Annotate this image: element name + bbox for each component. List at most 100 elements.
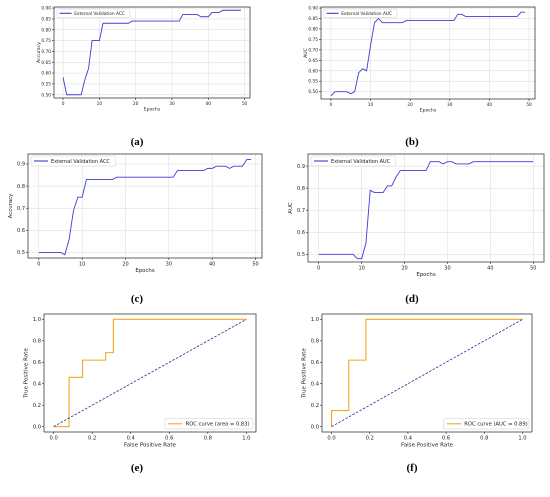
- x-tick-label: 50: [526, 102, 532, 108]
- x-tick-label: 50: [530, 266, 536, 272]
- chart-a-svg: 0 10 20 30 40 50 0.50 0.55 0.60 0.65 0.70 0.75 0.80 0…: [36, 6, 251, 112]
- y-tick-label: 0.7: [297, 208, 305, 214]
- plot-frame: [320, 6, 536, 100]
- x-tick-label: 1.0: [518, 436, 526, 442]
- x-tick-label: 0: [37, 262, 40, 268]
- y-tick-label: 0.9: [17, 162, 25, 168]
- x-tick-label: 0.0: [50, 436, 58, 442]
- y-axis-label: Accuracy: [8, 193, 14, 218]
- plot-frame: [307, 153, 545, 263]
- y-tick-label: 1.0: [311, 317, 319, 323]
- chart-panel-d: 0 10 20 30 40 50 0.5 0.6 0.7 0.8 0.9 Epochs AUC Exter…: [280, 150, 550, 280]
- roc-curve-line: [330, 318, 523, 427]
- chart-e-svg: 0.0 0.2 0.4 0.6 0.8 1.0 0.0 0.2 0.4 0.6 0.8 1.0 Fals…: [23, 313, 257, 448]
- caption-e: (e): [130, 462, 144, 474]
- y-axis-label: AUC: [288, 202, 294, 214]
- x-tick-label: 10: [97, 101, 103, 107]
- y-tick-label: 0.90: [41, 6, 51, 12]
- series-line: [318, 161, 534, 260]
- diagonal-reference-line: [53, 319, 247, 427]
- x-tick-label: 0.6: [165, 436, 173, 442]
- plot-frame: [53, 6, 251, 99]
- legend-label: External Validation AUC: [341, 11, 392, 17]
- series-line: [62, 9, 241, 96]
- legend-box: [323, 8, 398, 18]
- x-tick-label: 20: [133, 101, 139, 107]
- legend-box: [310, 155, 397, 167]
- x-axis-label: Epochs: [135, 268, 155, 274]
- legend-box: [443, 418, 530, 430]
- y-tick-label: 1.0: [33, 317, 41, 323]
- plot-frame: [321, 313, 533, 433]
- x-tick-label: 0.8: [204, 436, 212, 442]
- y-tick-label: 0.7: [17, 206, 25, 212]
- y-tick-label: 0.5: [297, 252, 305, 258]
- y-tick-label: 0.2: [33, 403, 41, 409]
- chart-c-svg: 0 10 20 30 40 50 0.5 0.6 0.7 0.8 0.9 Epochs Accuracy…: [8, 153, 263, 274]
- caption-c: (c): [130, 293, 144, 305]
- legend-label: External Validation ACC: [51, 159, 110, 165]
- y-tick-label: 0.90: [308, 6, 318, 12]
- x-tick-label: 10: [79, 262, 85, 268]
- x-axis-label: Epochs: [420, 107, 437, 113]
- chart-panel-e: 0.0 0.2 0.4 0.6 0.8 1.0 0.0 0.2 0.4 0.6 0.8 1.0 Fals…: [0, 308, 272, 452]
- chart-b-svg: 0 10 20 30 40 50 0.50 0.55 0.60 0.65 0.70 0.75 0.80 0…: [303, 6, 536, 113]
- y-tick-label: 0.70: [41, 49, 51, 55]
- y-tick-label: 0.65: [308, 58, 318, 64]
- chart-panel-a: 0 10 20 30 40 50 0.50 0.55 0.60 0.65 0.70 0.75 0.80 0…: [30, 4, 255, 116]
- legend-box: [164, 418, 254, 430]
- x-tick-label: 10: [358, 266, 364, 272]
- y-tick-label: 0.4: [311, 382, 320, 388]
- x-tick-label: 20: [407, 102, 413, 108]
- x-tick-label: 0: [330, 102, 333, 108]
- y-tick-label: 0.60: [41, 71, 51, 77]
- caption-f: (f): [406, 462, 418, 474]
- x-tick-label: 40: [209, 262, 215, 268]
- chart-panel-b: 0 10 20 30 40 50 0.50 0.55 0.60 0.65 0.70 0.75 0.80 0…: [295, 4, 540, 116]
- y-tick-label: 0.5: [17, 250, 25, 256]
- x-tick-label: 20: [122, 262, 128, 268]
- x-axis-label: False Positive Rate: [401, 442, 454, 448]
- x-tick-label: 10: [368, 102, 374, 108]
- y-tick-label: 0.75: [41, 38, 51, 44]
- y-tick-label: 0.6: [33, 360, 41, 366]
- chart-panel-f: 0.0 0.2 0.4 0.6 0.8 1.0 0.0 0.2 0.4 0.6 0.8 1.0 Fals…: [280, 308, 550, 452]
- legend-label: External Validation ACC: [74, 11, 125, 17]
- x-axis-label: Epochs: [416, 272, 436, 278]
- x-tick-label: 20: [401, 266, 407, 272]
- y-tick-label: 0.80: [308, 26, 318, 32]
- y-tick-label: 0.6: [17, 228, 25, 234]
- y-tick-label: 0.50: [41, 92, 51, 98]
- x-tick-label: 0.2: [366, 436, 374, 442]
- x-tick-label: 0: [62, 101, 65, 107]
- y-axis-label: True Positive Rate: [23, 348, 29, 399]
- y-tick-label: 0.6: [297, 230, 305, 236]
- legend-box: [56, 8, 131, 18]
- chart-f-svg: 0.0 0.2 0.4 0.6 0.8 1.0 0.0 0.2 0.4 0.6 0.8 1.0 Fals…: [301, 313, 533, 448]
- chart-d-svg: 0 10 20 30 40 50 0.5 0.6 0.7 0.8 0.9 Epochs AUC Exter…: [288, 153, 545, 278]
- x-axis-label: Epochs: [144, 106, 161, 112]
- x-tick-label: 50: [242, 101, 248, 107]
- x-axis-label: False Positive Rate: [124, 442, 177, 448]
- x-tick-label: 0.4: [127, 436, 136, 442]
- x-tick-label: 30: [447, 102, 453, 108]
- x-tick-label: 0: [317, 266, 320, 272]
- x-tick-label: 0.0: [327, 436, 335, 442]
- y-tick-label: 0.8: [311, 339, 319, 345]
- x-tick-label: 30: [169, 101, 175, 107]
- y-tick-label: 0.60: [308, 68, 318, 74]
- y-axis-label: True Positive Rate: [301, 348, 307, 399]
- x-tick-label: 0.8: [480, 436, 488, 442]
- x-tick-label: 40: [487, 266, 493, 272]
- y-tick-label: 0.4: [33, 382, 42, 388]
- y-axis-label: AUC: [303, 48, 309, 58]
- y-tick-label: 0.55: [308, 79, 318, 85]
- x-tick-label: 40: [206, 101, 212, 107]
- y-tick-label: 0.6: [311, 360, 319, 366]
- y-tick-label: 0.85: [41, 16, 51, 22]
- x-tick-label: 0.2: [88, 436, 96, 442]
- caption-d: (d): [405, 293, 419, 305]
- y-tick-label: 0.80: [41, 27, 51, 33]
- y-axis-label: Accuracy: [36, 42, 42, 63]
- caption-b: (b): [405, 136, 419, 148]
